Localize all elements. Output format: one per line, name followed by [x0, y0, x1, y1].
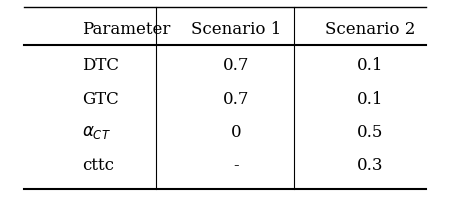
Text: 0.3: 0.3 — [357, 157, 383, 174]
Text: 0.1: 0.1 — [357, 90, 383, 108]
Text: -: - — [234, 157, 239, 174]
Text: Scenario 1: Scenario 1 — [191, 21, 281, 38]
Text: DTC: DTC — [82, 57, 119, 74]
Text: 0.1: 0.1 — [357, 57, 383, 74]
Text: 0.5: 0.5 — [357, 124, 383, 141]
Text: GTC: GTC — [82, 90, 119, 108]
Text: 0.7: 0.7 — [223, 57, 249, 74]
Text: 0.7: 0.7 — [223, 90, 249, 108]
Text: Scenario 2: Scenario 2 — [325, 21, 415, 38]
Text: Parameter: Parameter — [82, 21, 170, 38]
Text: cttc: cttc — [82, 157, 114, 174]
Text: $\alpha_{CT}$: $\alpha_{CT}$ — [82, 124, 111, 141]
Text: 0: 0 — [231, 124, 242, 141]
